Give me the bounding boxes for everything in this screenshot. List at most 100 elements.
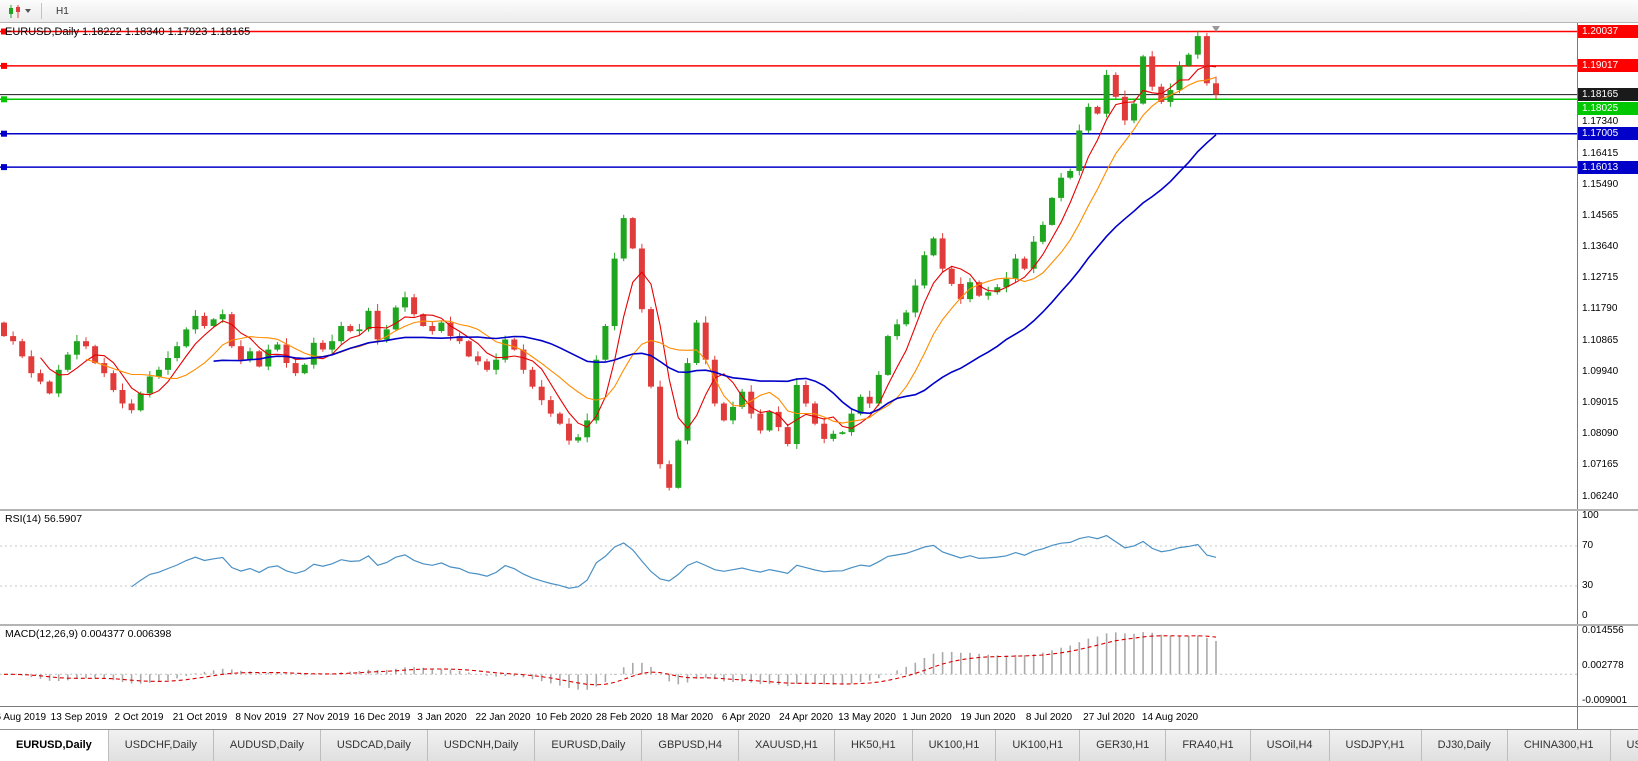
tab-usdcnh-daily[interactable]: USDCNH,Daily — [427, 730, 536, 761]
tab-hk50-h1[interactable]: HK50,H1 — [834, 730, 913, 761]
date-label: 16 Dec 2019 — [353, 712, 411, 723]
rsi-chart-area[interactable]: RSI(14) 56.5907 — [0, 511, 1577, 624]
tab-dj30-daily[interactable]: DJ30,Daily — [1421, 730, 1508, 761]
hline-handle[interactable] — [1, 130, 7, 137]
chevron-down-icon — [25, 9, 31, 13]
tab-gbpusd-h4[interactable]: GBPUSD,H4 — [642, 730, 739, 761]
date-label: 21 Oct 2019 — [172, 712, 228, 723]
date-label: 1 Jun 2020 — [902, 712, 952, 723]
date-label: 6 Apr 2020 — [721, 712, 771, 723]
price-tick: 1.09940 — [1582, 366, 1619, 377]
price-tick: 1.15490 — [1582, 179, 1619, 190]
rsi-tick: 70 — [1582, 540, 1594, 551]
tab-eurusd-daily[interactable]: EURUSD,Daily — [535, 730, 643, 761]
toolbar: M1M5M15M30H1H4D1W1MN — [0, 0, 1638, 85]
panel-separator[interactable] — [0, 624, 1638, 626]
date-label: 27 Jul 2020 — [1083, 712, 1135, 723]
price-badge-1.19017: 1.19017 — [1578, 59, 1638, 72]
date-label: 8 Nov 2019 — [235, 712, 287, 723]
date-label: 14 Aug 2020 — [1141, 712, 1199, 723]
rsi-axis[interactable]: 100 70 30 0 — [1577, 511, 1638, 624]
rsi-canvas — [0, 534, 1577, 589]
tab-uk100-h1[interactable]: UK100,H1 — [996, 730, 1081, 761]
macd-axis[interactable]: 0.014556 0.002778 -0.009001 — [1577, 626, 1638, 706]
date-label: 13 May 2020 — [838, 712, 896, 723]
date-label: 3 Jan 2020 — [417, 712, 467, 723]
hlines-group — [0, 28, 1577, 171]
tab-usdchf-daily[interactable]: USDCHF,Daily — [108, 730, 214, 761]
date-label: 2 Oct 2019 — [114, 712, 164, 723]
rsi-tick: 0 — [1582, 610, 1588, 621]
macd-chart-area[interactable]: MACD(12,26,9) 0.004377 0.006398 — [0, 626, 1577, 706]
macd-tick: -0.009001 — [1582, 695, 1628, 706]
price-tick: 1.06240 — [1582, 491, 1619, 502]
tab-ger30-h1[interactable]: GER30,H1 — [1080, 730, 1167, 761]
price-axis[interactable]: 1.17340 1.16415 1.15490 1.14565 1.13640 1.127… — [1577, 23, 1638, 509]
price-chart-area[interactable]: EURUSD,Daily 1.18222 1.18340 1.17923 1.1… — [0, 23, 1577, 509]
price-panel: EURUSD,Daily 1.18222 1.18340 1.17923 1.1… — [0, 23, 1638, 509]
rsi-label: RSI(14) 56.5907 — [5, 513, 83, 525]
price-badge-1.18165: 1.18165 — [1578, 88, 1638, 101]
price-tick: 1.13640 — [1582, 241, 1619, 252]
macd-tick: 0.014556 — [1582, 626, 1624, 636]
tab-usoil-h4[interactable]: USOil,H4 — [1250, 730, 1330, 761]
tab-usdjpy-h1[interactable]: USDJPY,H1 — [1329, 730, 1422, 761]
hline-handle[interactable] — [1, 28, 7, 35]
rsi-tick: 30 — [1582, 580, 1594, 591]
hline-handle[interactable] — [1, 164, 7, 171]
date-label: 8 Jul 2020 — [1025, 712, 1073, 723]
tab-eurusd-daily[interactable]: EURUSD,Daily — [0, 730, 109, 761]
price-tick: 1.09015 — [1582, 397, 1619, 408]
date-label: 24 Apr 2020 — [779, 712, 833, 723]
price-tick: 1.14565 — [1582, 210, 1619, 221]
price-tick: 1.16415 — [1582, 148, 1619, 159]
tab-usdcad-daily[interactable]: USDCAD,Daily — [320, 730, 428, 761]
date-label: 18 Mar 2020 — [656, 712, 714, 723]
chart-tabs: EURUSD,Daily USDCHF,Daily AUDUSD,Daily USDC… — [0, 730, 1638, 761]
price-badge-1.17005: 1.17005 — [1578, 127, 1638, 140]
candles-group — [1, 30, 1219, 491]
date-label: 10 Feb 2020 — [535, 712, 593, 723]
price-tick: 1.11790 — [1582, 303, 1618, 314]
date-label: 19 Jun 2020 — [960, 712, 1016, 723]
tab-audusd-daily[interactable]: AUDUSD,Daily — [213, 730, 321, 761]
date-label: 27 Nov 2019 — [292, 712, 350, 723]
price-badge-1.20037: 1.20037 — [1578, 25, 1638, 38]
hline-handle[interactable] — [1, 96, 7, 103]
tab-uk100-h1[interactable]: UK100,H1 — [912, 730, 997, 761]
rsi-level-lines — [0, 545, 1577, 587]
price-tick: 1.07165 — [1582, 459, 1619, 470]
date-label: 26 Aug 2019 — [0, 712, 47, 723]
period-button-h1[interactable]: H1 — [56, 5, 69, 17]
price-badge-1.18025: 1.18025 — [1578, 102, 1638, 115]
axis-corner — [1577, 707, 1638, 729]
macd-tick: 0.002778 — [1582, 660, 1624, 671]
chart-type-button[interactable] — [3, 2, 36, 21]
date-label: 13 Sep 2019 — [50, 712, 108, 723]
tab-fra40-h1[interactable]: FRA40,H1 — [1166, 730, 1251, 761]
panel-separator[interactable] — [0, 509, 1638, 511]
macd-panel: MACD(12,26,9) 0.004377 0.006398 0.014556… — [0, 626, 1638, 706]
tab-china300-h1[interactable]: CHINA300,H1 — [1507, 730, 1611, 761]
rsi-panel: RSI(14) 56.5907 100 70 30 0 — [0, 511, 1638, 624]
hline-handle[interactable] — [1, 62, 7, 69]
price-badge-1.16013: 1.16013 — [1578, 161, 1638, 174]
price-tick: 1.12715 — [1582, 272, 1619, 283]
macd-signal-line — [4, 635, 1217, 686]
date-label: 22 Jan 2020 — [475, 712, 531, 723]
candlestick-chart-icon — [8, 4, 22, 18]
chart-shift-marker — [1212, 26, 1220, 32]
price-canvas — [0, 28, 1577, 491]
price-tick: 1.10865 — [1582, 335, 1619, 346]
chart-tabs-bar: EURUSD,Daily USDCHF,Daily AUDUSD,Daily USDC… — [0, 729, 1638, 761]
rsi-line — [131, 534, 1217, 589]
toolbar-divider — [41, 3, 42, 19]
macd-canvas — [0, 632, 1577, 690]
tab-usoil-h1[interactable]: USOil,H1 — [1610, 730, 1638, 761]
rsi-tick: 100 — [1582, 511, 1599, 521]
tab-xauusd-h1[interactable]: XAUUSD,H1 — [738, 730, 835, 761]
macd-label: MACD(12,26,9) 0.004377 0.006398 — [5, 628, 172, 640]
macd-histogram — [12, 632, 1217, 690]
price-tick: 1.17340 — [1582, 116, 1619, 127]
